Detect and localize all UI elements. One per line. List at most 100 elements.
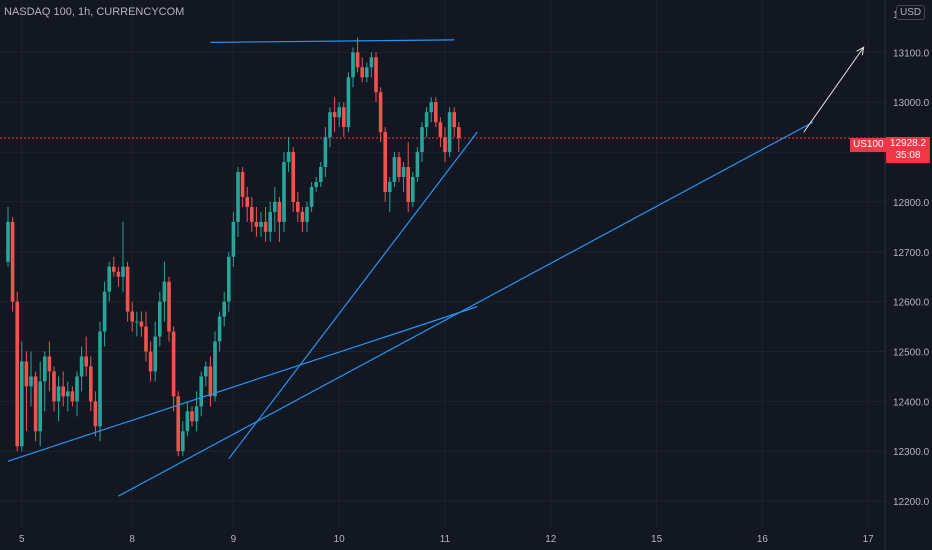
y-tick-label: 12600.0: [893, 298, 930, 309]
candle: [38, 361, 42, 447]
candle: [217, 311, 222, 352]
candle-body: [351, 52, 355, 78]
currency-label[interactable]: USD: [896, 5, 926, 20]
candle: [93, 391, 98, 437]
candle: [291, 147, 295, 212]
candle-body: [337, 107, 341, 118]
candle-body: [227, 256, 231, 302]
candle: [84, 336, 88, 377]
candle: [250, 196, 254, 232]
candle-body: [70, 391, 75, 402]
price-axis[interactable]: 12200.0 12300.0 12400.0 12500.0 12600.0 12700…: [893, 10, 930, 508]
candle: [429, 97, 433, 123]
candle: [148, 341, 153, 382]
candle-body: [222, 301, 226, 317]
x-tick-label: 16: [757, 534, 769, 545]
candle: [365, 62, 369, 83]
candle: [130, 301, 134, 332]
candle: [194, 391, 199, 432]
candle: [139, 311, 144, 337]
symbol-badge: US100: [850, 138, 887, 152]
candle-body: [401, 167, 406, 177]
candle: [204, 361, 208, 387]
candle: [332, 97, 337, 133]
candle: [305, 201, 309, 232]
candle-body: [199, 376, 203, 407]
candle: [181, 421, 185, 457]
x-tick-label: 12: [545, 534, 557, 545]
candle: [75, 371, 79, 417]
candle: [397, 152, 401, 182]
candle: [452, 107, 456, 138]
candle: [383, 127, 387, 202]
candle: [144, 311, 148, 362]
candle-body: [190, 411, 194, 422]
candle: [406, 142, 410, 212]
candle-body: [346, 77, 351, 128]
candle-body: [300, 211, 305, 222]
annotation-arrow: [803, 47, 865, 133]
candle: [176, 391, 180, 457]
candle-body: [309, 186, 314, 207]
x-tick-label: 17: [863, 534, 875, 545]
candle: [222, 291, 226, 327]
candle: [447, 107, 452, 158]
candle-body: [38, 381, 42, 432]
candle: [424, 107, 429, 138]
candle-body: [181, 431, 185, 452]
candle-body: [29, 376, 33, 387]
candle: [162, 261, 167, 322]
candle-body: [420, 127, 424, 153]
candle-body: [135, 321, 139, 323]
candle-body: [296, 201, 300, 212]
candle-body: [273, 201, 277, 212]
time-axis[interactable]: 5 8 9 10 11 12 15 16 17: [19, 534, 874, 545]
candle-body: [268, 211, 272, 232]
candle: [351, 47, 355, 88]
candle: [388, 176, 392, 212]
candle: [116, 266, 121, 287]
candle-body: [47, 356, 52, 372]
candle: [98, 321, 102, 442]
candle: [443, 127, 447, 163]
candle-body: [153, 336, 157, 372]
candle-body: [15, 301, 19, 447]
y-tick-label: 12500.0: [893, 347, 930, 358]
candle: [434, 97, 438, 128]
annotation-arrowhead: [856, 46, 865, 56]
candle-body: [75, 376, 79, 402]
candle: [15, 291, 19, 452]
candle: [171, 326, 176, 412]
candle-body: [167, 281, 171, 332]
candle-body: [125, 266, 130, 312]
candle: [20, 341, 24, 452]
y-tick-label: 12200.0: [893, 497, 930, 508]
trendline: [7, 306, 478, 462]
candle-body: [282, 162, 286, 222]
candle-body: [443, 137, 447, 153]
candle-body: [365, 67, 369, 78]
candle: [282, 152, 286, 232]
candle: [24, 351, 29, 432]
candle: [61, 371, 65, 407]
candle: [66, 381, 70, 412]
candle: [401, 162, 406, 192]
candle: [438, 117, 443, 148]
candle-body: [208, 366, 213, 397]
candle: [43, 351, 47, 412]
candle-body: [158, 301, 162, 337]
bar-countdown: 35:08: [895, 150, 921, 161]
candle-body: [194, 406, 199, 422]
candle-body: [452, 112, 456, 128]
candle: [167, 276, 171, 342]
candle-body: [360, 67, 364, 78]
candle: [309, 181, 314, 212]
candle-body: [397, 157, 401, 177]
candle: [153, 321, 157, 382]
candle: [328, 107, 332, 148]
candle-body: [79, 356, 84, 377]
candle-body: [162, 281, 167, 302]
x-tick-label: 10: [334, 534, 346, 545]
y-tick-label: 12400.0: [893, 397, 930, 408]
